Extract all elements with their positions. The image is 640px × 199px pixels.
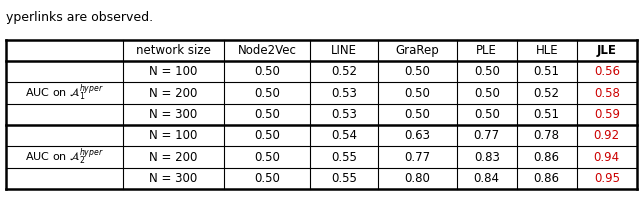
Text: LINE: LINE: [331, 44, 357, 57]
Text: 0.95: 0.95: [594, 172, 620, 185]
Text: PLE: PLE: [476, 44, 497, 57]
Text: 0.55: 0.55: [331, 151, 357, 164]
Text: 0.54: 0.54: [331, 129, 357, 142]
Text: 0.53: 0.53: [331, 108, 357, 121]
Text: 0.52: 0.52: [534, 87, 560, 100]
Text: AUC on $\mathcal{A}_1^{hyper}$: AUC on $\mathcal{A}_1^{hyper}$: [25, 83, 104, 103]
Text: 0.59: 0.59: [594, 108, 620, 121]
Text: 0.78: 0.78: [534, 129, 560, 142]
Text: 0.50: 0.50: [254, 151, 280, 164]
Text: 0.86: 0.86: [534, 151, 560, 164]
Text: JLE: JLE: [597, 44, 617, 57]
Text: 0.80: 0.80: [404, 172, 430, 185]
Text: 0.77: 0.77: [404, 151, 430, 164]
Text: 0.77: 0.77: [474, 129, 500, 142]
Text: 0.55: 0.55: [331, 172, 357, 185]
Text: 0.56: 0.56: [594, 65, 620, 78]
Text: N = 300: N = 300: [149, 108, 198, 121]
Text: 0.50: 0.50: [404, 108, 430, 121]
Text: 0.51: 0.51: [534, 108, 560, 121]
Text: network size: network size: [136, 44, 211, 57]
Text: 0.50: 0.50: [254, 172, 280, 185]
Text: 0.50: 0.50: [404, 87, 430, 100]
Text: 0.86: 0.86: [534, 172, 560, 185]
Text: 0.50: 0.50: [254, 65, 280, 78]
Text: N = 100: N = 100: [149, 65, 198, 78]
Text: 0.58: 0.58: [594, 87, 620, 100]
Text: 0.52: 0.52: [331, 65, 357, 78]
Text: N = 300: N = 300: [149, 172, 198, 185]
Text: 0.50: 0.50: [254, 87, 280, 100]
Text: N = 200: N = 200: [149, 87, 198, 100]
Text: 0.84: 0.84: [474, 172, 500, 185]
Text: 0.50: 0.50: [474, 87, 500, 100]
Text: yperlinks are observed.: yperlinks are observed.: [6, 11, 154, 24]
Text: 0.50: 0.50: [404, 65, 430, 78]
Text: 0.50: 0.50: [474, 65, 500, 78]
Text: 0.94: 0.94: [594, 151, 620, 164]
Text: GraRep: GraRep: [396, 44, 439, 57]
Text: N = 200: N = 200: [149, 151, 198, 164]
Text: 0.63: 0.63: [404, 129, 430, 142]
Text: 0.50: 0.50: [254, 108, 280, 121]
Text: AUC on $\mathcal{A}_2^{hyper}$: AUC on $\mathcal{A}_2^{hyper}$: [25, 147, 104, 168]
Text: 0.51: 0.51: [534, 65, 560, 78]
Text: 0.83: 0.83: [474, 151, 500, 164]
Text: 0.53: 0.53: [331, 87, 357, 100]
Text: N = 100: N = 100: [149, 129, 198, 142]
Text: Node2Vec: Node2Vec: [237, 44, 296, 57]
Text: 0.50: 0.50: [254, 129, 280, 142]
Text: HLE: HLE: [536, 44, 558, 57]
Text: 0.92: 0.92: [594, 129, 620, 142]
Text: 0.50: 0.50: [474, 108, 500, 121]
